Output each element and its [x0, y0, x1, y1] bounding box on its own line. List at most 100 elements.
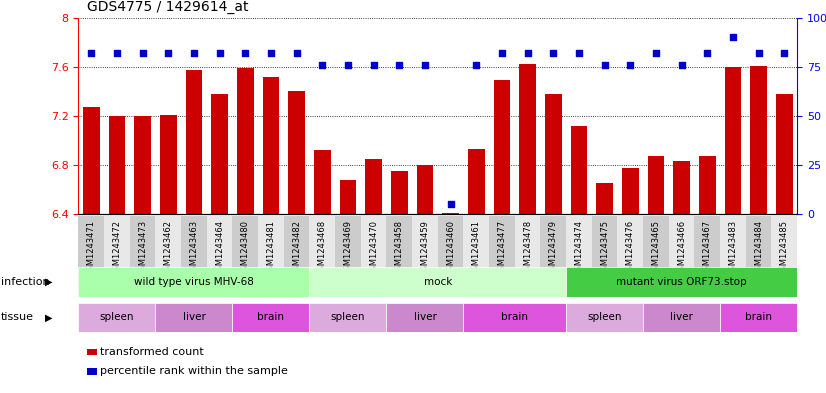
- Bar: [720, 303, 797, 332]
- Bar: [771, 216, 797, 295]
- Text: mutant virus ORF73.stop: mutant virus ORF73.stop: [616, 277, 747, 287]
- Bar: [695, 216, 720, 295]
- Point: [521, 50, 534, 56]
- Text: GSM1243467: GSM1243467: [703, 220, 712, 276]
- Text: tissue: tissue: [1, 312, 34, 322]
- Point: [162, 50, 175, 56]
- Bar: [494, 80, 510, 393]
- Bar: [104, 216, 130, 295]
- Bar: [617, 216, 643, 295]
- Text: spleen: spleen: [587, 312, 622, 322]
- Text: GSM1243462: GSM1243462: [164, 220, 173, 276]
- Text: mock: mock: [424, 277, 452, 287]
- Point: [752, 50, 765, 56]
- Bar: [643, 303, 720, 332]
- Bar: [571, 126, 587, 393]
- Bar: [237, 68, 254, 393]
- Bar: [310, 303, 387, 332]
- Point: [239, 50, 252, 56]
- Point: [675, 62, 688, 68]
- Bar: [314, 150, 330, 393]
- Bar: [135, 116, 151, 393]
- Text: GSM1243476: GSM1243476: [626, 220, 634, 276]
- Text: GSM1243466: GSM1243466: [677, 220, 686, 276]
- Bar: [365, 159, 382, 393]
- Bar: [109, 116, 126, 393]
- Bar: [591, 216, 617, 295]
- Text: GSM1243478: GSM1243478: [523, 220, 532, 276]
- Bar: [232, 303, 310, 332]
- Text: GSM1243479: GSM1243479: [548, 220, 558, 276]
- Text: GSM1243473: GSM1243473: [138, 220, 147, 276]
- Text: GSM1243464: GSM1243464: [215, 220, 224, 276]
- Text: GSM1243481: GSM1243481: [267, 220, 275, 276]
- Text: GSM1243469: GSM1243469: [344, 220, 353, 276]
- Bar: [310, 267, 566, 297]
- Text: GSM1243472: GSM1243472: [112, 220, 121, 276]
- Bar: [468, 149, 485, 393]
- Bar: [258, 216, 284, 295]
- Text: transformed count: transformed count: [100, 347, 204, 357]
- Point: [188, 50, 201, 56]
- Text: GSM1243482: GSM1243482: [292, 220, 301, 276]
- Bar: [566, 303, 643, 332]
- Bar: [540, 216, 566, 295]
- Text: brain: brain: [258, 312, 284, 322]
- Bar: [288, 91, 305, 393]
- Point: [777, 50, 790, 56]
- Text: GSM1243460: GSM1243460: [446, 220, 455, 276]
- Bar: [78, 216, 104, 295]
- Text: liver: liver: [670, 312, 693, 322]
- Bar: [263, 77, 279, 393]
- Bar: [673, 162, 690, 393]
- Point: [598, 62, 611, 68]
- Text: brain: brain: [745, 312, 772, 322]
- Text: ▶: ▶: [45, 277, 53, 287]
- Bar: [78, 303, 155, 332]
- Text: GSM1243458: GSM1243458: [395, 220, 404, 276]
- Text: GSM1243470: GSM1243470: [369, 220, 378, 276]
- Point: [496, 50, 509, 56]
- Bar: [78, 267, 310, 297]
- Bar: [211, 94, 228, 393]
- Bar: [515, 216, 540, 295]
- Bar: [566, 216, 591, 295]
- Bar: [746, 216, 771, 295]
- Bar: [186, 70, 202, 393]
- Text: percentile rank within the sample: percentile rank within the sample: [100, 366, 287, 376]
- Bar: [339, 180, 356, 393]
- Text: GSM1243475: GSM1243475: [601, 220, 609, 276]
- Bar: [622, 167, 638, 393]
- Point: [624, 62, 637, 68]
- Bar: [463, 216, 489, 295]
- Bar: [442, 213, 459, 393]
- Text: liver: liver: [183, 312, 206, 322]
- Bar: [669, 216, 695, 295]
- Bar: [361, 216, 387, 295]
- Point: [290, 50, 303, 56]
- Text: GSM1243483: GSM1243483: [729, 220, 738, 276]
- Text: spleen: spleen: [330, 312, 365, 322]
- Text: GDS4775 / 1429614_at: GDS4775 / 1429614_at: [87, 0, 249, 14]
- Point: [470, 62, 483, 68]
- Bar: [83, 107, 100, 393]
- Text: liver: liver: [414, 312, 436, 322]
- Bar: [520, 64, 536, 393]
- Text: GSM1243471: GSM1243471: [87, 220, 96, 276]
- Bar: [566, 267, 797, 297]
- Bar: [648, 156, 664, 393]
- Text: GSM1243477: GSM1243477: [497, 220, 506, 276]
- Point: [367, 62, 380, 68]
- Bar: [387, 303, 463, 332]
- Text: GSM1243459: GSM1243459: [420, 220, 430, 276]
- Text: GSM1243463: GSM1243463: [189, 220, 198, 276]
- Point: [726, 34, 739, 40]
- Bar: [489, 216, 515, 295]
- Bar: [545, 94, 562, 393]
- Point: [572, 50, 586, 56]
- Point: [444, 201, 458, 208]
- Point: [392, 62, 406, 68]
- Text: GSM1243480: GSM1243480: [241, 220, 249, 276]
- Bar: [463, 303, 566, 332]
- Bar: [155, 216, 181, 295]
